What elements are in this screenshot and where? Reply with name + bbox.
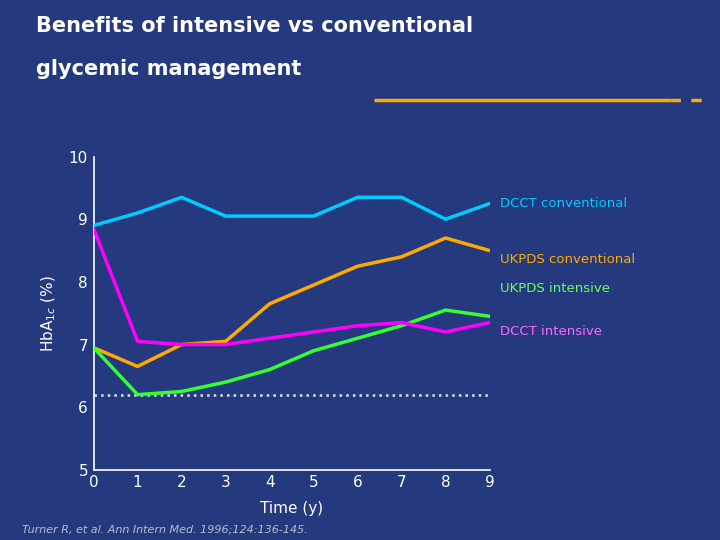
- Text: glycemic management: glycemic management: [36, 59, 302, 79]
- Text: UKPDS conventional: UKPDS conventional: [500, 253, 636, 266]
- Text: DCCT conventional: DCCT conventional: [500, 197, 628, 210]
- X-axis label: Time (y): Time (y): [260, 502, 323, 516]
- Text: Benefits of intensive vs conventional: Benefits of intensive vs conventional: [36, 16, 473, 36]
- Y-axis label: HbA$_{1c}$ (%): HbA$_{1c}$ (%): [40, 275, 58, 352]
- Text: DCCT intensive: DCCT intensive: [500, 326, 603, 339]
- Text: UKPDS intensive: UKPDS intensive: [500, 282, 611, 295]
- Text: Turner R, et al. Ann Intern Med. 1996;124:136-145.: Turner R, et al. Ann Intern Med. 1996;12…: [22, 524, 307, 535]
